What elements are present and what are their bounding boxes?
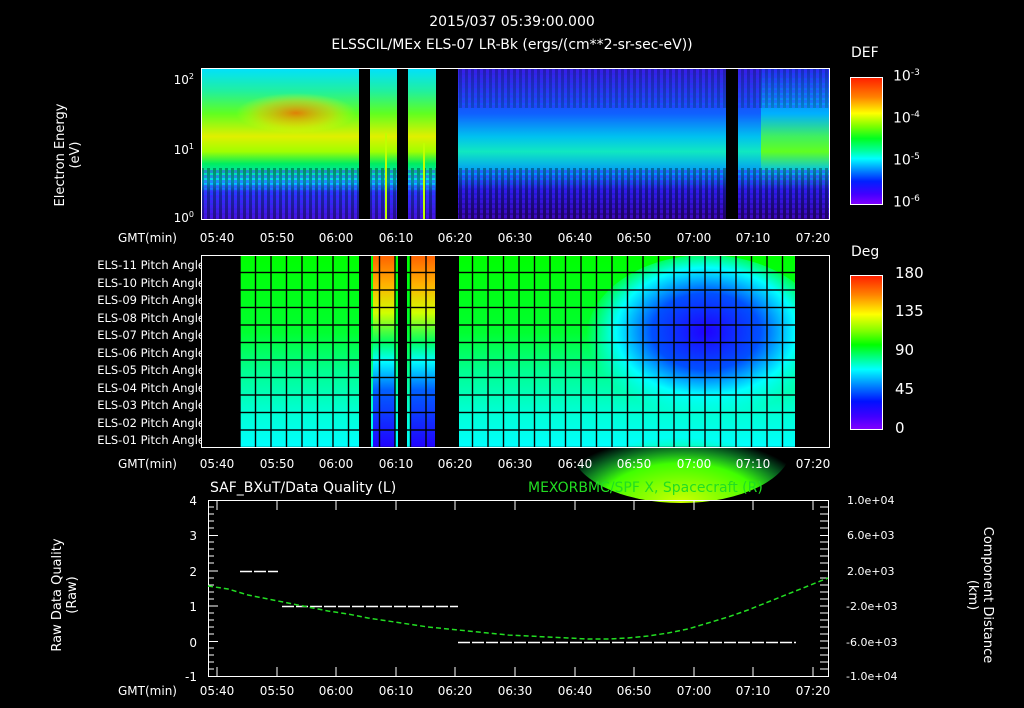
- deg-cbar-tick-0: 0: [895, 419, 905, 437]
- time-tick: 06:10: [378, 231, 414, 245]
- time-tick: 07:20: [795, 684, 831, 698]
- panel3-left-yunit-text: (Raw): [65, 576, 80, 614]
- right-ytick: 2.0e+03: [847, 565, 895, 578]
- deg-cbar-tick-90: 90: [895, 341, 915, 359]
- time-tick: 06:30: [497, 684, 533, 698]
- time-tick: 06:20: [437, 684, 473, 698]
- time-tick: 07:00: [676, 457, 712, 471]
- data-quality-series: [240, 570, 796, 644]
- deg-cbar-tick-180: 180: [895, 264, 924, 282]
- time-tick: 07:20: [795, 457, 831, 471]
- panel2-time-axis-label: GMT(min): [118, 457, 177, 471]
- panel1-yunit-text: (eV): [68, 141, 83, 169]
- time-tick: 05:40: [199, 684, 235, 698]
- right-ytick: -2.0e+03: [846, 600, 898, 613]
- time-tick: 07:00: [676, 684, 712, 698]
- time-tick: 06:30: [497, 231, 533, 245]
- pitch-angle-row-label: ELS-06 Pitch Angle: [97, 346, 205, 360]
- right-ytick: 1.0e+04: [847, 494, 895, 507]
- time-tick: 06:20: [437, 231, 473, 245]
- pitch-angle-row-label: ELS-09 Pitch Angle: [97, 293, 205, 307]
- panel3-right-title: MEXORBMC/SPF X, Spacecraft (R): [528, 480, 763, 496]
- def-colorbar-title: DEF: [851, 45, 879, 61]
- left-ytick: 2: [189, 565, 197, 579]
- pitch-angle-heatmap-svg: [201, 255, 830, 503]
- time-tick: 07:00: [676, 231, 712, 245]
- line-plot: [207, 500, 829, 677]
- deg-cbar-tick-135: 135: [895, 302, 924, 320]
- line-plot-svg: [207, 500, 829, 677]
- time-tick: 05:50: [259, 231, 295, 245]
- panel3-time-axis-label: GMT(min): [118, 684, 177, 698]
- deg-cbar-tick-45: 45: [895, 380, 915, 398]
- plot-timestamp: 2015/037 05:39:00.000: [429, 14, 595, 30]
- time-tick: 06:10: [378, 684, 414, 698]
- time-tick: 06:50: [616, 457, 652, 471]
- right-ytick: -6.0e+03: [846, 636, 898, 649]
- pitch-angle-row-label: ELS-07 Pitch Angle: [97, 328, 205, 342]
- time-tick: 06:40: [557, 684, 593, 698]
- def-cbar-tick: 10-4: [893, 110, 920, 127]
- panel3-left-ylabel: Raw Data Quality (Raw): [50, 525, 80, 665]
- pitch-angle-row-label: ELS-01 Pitch Angle: [97, 433, 205, 447]
- def-colorbar: [850, 77, 883, 205]
- time-tick: 06:50: [616, 684, 652, 698]
- pitch-angle-heatmap: [201, 255, 830, 503]
- time-tick: 05:50: [259, 684, 295, 698]
- time-tick: 05:40: [199, 231, 235, 245]
- time-tick: 05:40: [199, 457, 235, 471]
- panel1-ylabel: Electron Energy (eV): [53, 75, 83, 235]
- energy-spectrogram: [201, 68, 830, 220]
- panel3-left-ylabel-text: Raw Data Quality: [50, 538, 65, 652]
- deg-colorbar-title: Deg: [851, 244, 880, 260]
- time-tick: 06:40: [557, 457, 593, 471]
- pitch-angle-row-label: ELS-08 Pitch Angle: [97, 311, 205, 325]
- panel1-ylabel-text: Electron Energy: [53, 103, 68, 207]
- time-tick: 07:10: [735, 684, 771, 698]
- panel3-right-ylabel-text: Component Distance: [980, 526, 995, 664]
- energy-spectrogram-svg: [201, 68, 830, 220]
- left-ytick: 1: [189, 600, 197, 614]
- pitch-angle-row-label: ELS-11 Pitch Angle: [97, 258, 205, 272]
- time-tick: 06:00: [318, 231, 354, 245]
- time-tick: 07:20: [795, 231, 831, 245]
- time-tick: 06:30: [497, 457, 533, 471]
- deg-colorbar: [850, 275, 883, 430]
- time-tick: 07:10: [735, 231, 771, 245]
- pitch-angle-row-label: ELS-05 Pitch Angle: [97, 363, 205, 377]
- panel1-ytick-10: 101: [173, 142, 194, 157]
- left-ytick: 3: [189, 529, 197, 543]
- right-ytick: 6.0e+03: [847, 529, 895, 542]
- energy-spectrogram-frame: [201, 68, 830, 220]
- pitch-angle-row-label: ELS-04 Pitch Angle: [97, 381, 205, 395]
- time-tick: 06:10: [378, 457, 414, 471]
- pitch-angle-frame: [201, 255, 830, 448]
- left-ytick: 0: [189, 636, 197, 650]
- panel1-time-axis-label: GMT(min): [118, 231, 177, 245]
- time-tick: 06:00: [318, 457, 354, 471]
- panel1-ytick-1: 100: [173, 210, 194, 225]
- left-ytick: -1: [185, 670, 197, 684]
- spacecraft-x-series: [207, 577, 829, 640]
- time-tick: 05:50: [259, 457, 295, 471]
- plot-subtitle: ELSSCIL/MEx ELS-07 LR-Bk (ergs/(cm**2-sr…: [331, 37, 693, 53]
- time-tick: 06:20: [437, 457, 473, 471]
- def-cbar-tick: 10-3: [893, 68, 920, 85]
- time-tick: 07:10: [735, 457, 771, 471]
- pitch-angle-row-label: ELS-10 Pitch Angle: [97, 276, 205, 290]
- def-cbar-tick: 10-5: [893, 152, 920, 169]
- panel3-left-title: SAF_BXuT/Data Quality (L): [210, 480, 397, 496]
- time-tick: 06:00: [318, 684, 354, 698]
- time-tick: 06:50: [616, 231, 652, 245]
- panel3-right-ylabel: Component Distance (km): [965, 505, 995, 685]
- pitch-angle-row-label: ELS-02 Pitch Angle: [97, 416, 205, 430]
- panel1-ytick-100: 102: [173, 72, 194, 87]
- pitch-angle-row-label: ELS-03 Pitch Angle: [97, 398, 205, 412]
- left-ytick: 4: [189, 494, 197, 508]
- time-tick: 06:40: [557, 231, 593, 245]
- right-ytick: -1.0e+04: [846, 670, 898, 683]
- def-cbar-tick: 10-6: [893, 194, 920, 211]
- panel3-right-yunit-text: (km): [965, 579, 980, 611]
